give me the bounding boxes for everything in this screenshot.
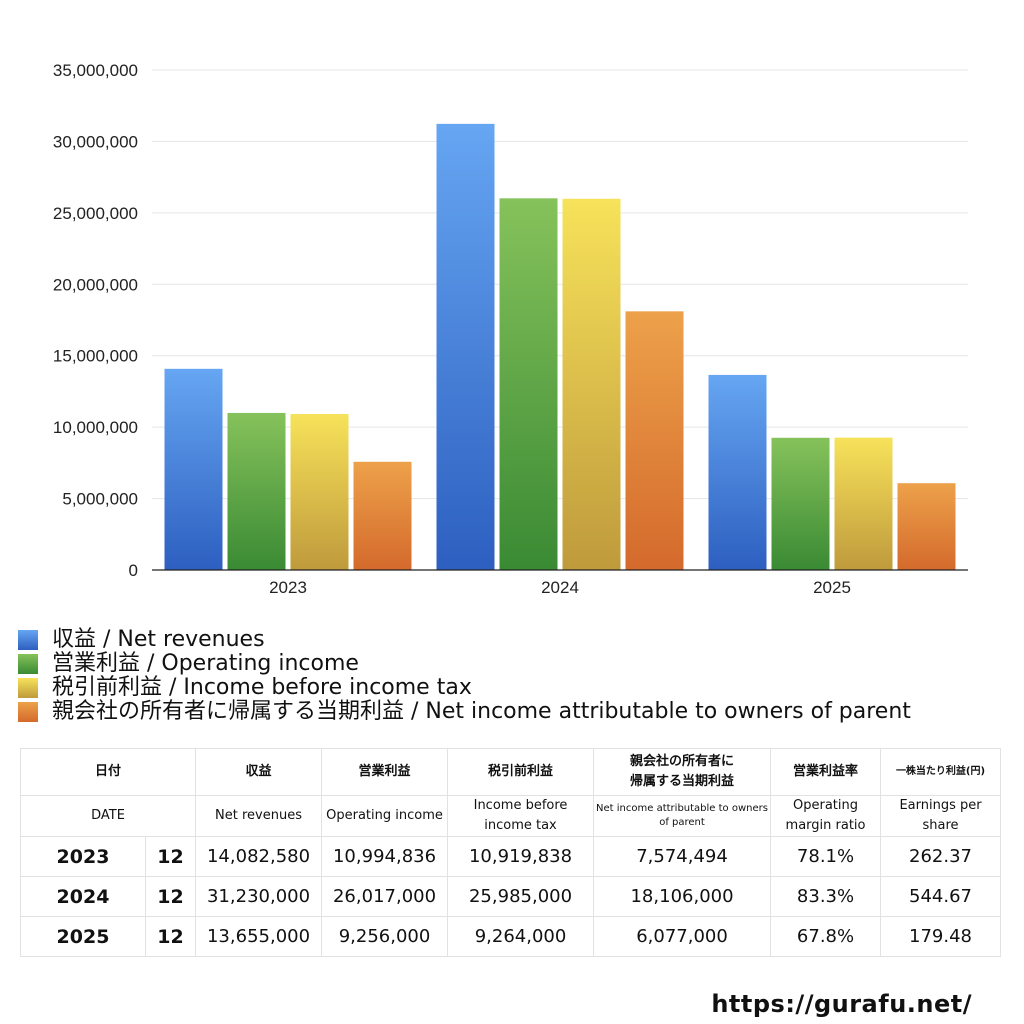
- bar-2024-series-2: [562, 198, 621, 571]
- bar-2023-series-2: [290, 414, 349, 570]
- chart-legend: 収益 / Net revenues 営業利益 / Operating incom…: [18, 628, 911, 724]
- cell-eps: 544.67: [880, 876, 1002, 917]
- legend-item-net-revenues: 収益 / Net revenues: [18, 628, 911, 652]
- legend-swatch-net-income: [18, 702, 38, 722]
- y-tick-label: 5,000,000: [62, 490, 138, 509]
- bar-chart: 0 5,000,000 10,000,000 15,000,000 20,000,000…: [53, 61, 968, 597]
- cell-year: 2023: [20, 836, 146, 877]
- cell-eps: 179.48: [880, 916, 1002, 957]
- cell-margin: 67.8%: [770, 916, 882, 957]
- subheader-net-revenues: Net revenues: [195, 795, 323, 837]
- subheader-operating-income: Operating income: [321, 795, 449, 837]
- legend-swatch-income-before-tax: [18, 678, 38, 698]
- subheader-date: DATE: [19, 795, 197, 837]
- bar-2023-series-3: [353, 461, 412, 570]
- legend-swatch-operating-income: [18, 654, 38, 674]
- cell-net-revenues: 31,230,000: [195, 876, 323, 917]
- cell-income-before-tax: 10,919,838: [447, 836, 595, 877]
- cell-month: 12: [144, 916, 197, 957]
- legend-item-income-before-tax: 税引前利益 / Income before income tax: [18, 676, 911, 700]
- header-date: 日付: [19, 748, 197, 796]
- header-operating-income: 営業利益: [321, 748, 449, 796]
- bar-2025-series-2: [834, 437, 893, 570]
- header-net-income-line2: 帰属する当期利益: [630, 774, 735, 789]
- legend-label: 税引前利益 / Income before income tax: [52, 675, 472, 700]
- legend-item-operating-income: 営業利益 / Operating income: [18, 652, 911, 676]
- cell-margin: 78.1%: [770, 836, 882, 877]
- cell-month: 12: [144, 836, 197, 877]
- y-tick-label: 25,000,000: [53, 204, 138, 223]
- y-tick-label: 35,000,000: [53, 61, 138, 80]
- bar-2024-series-0: [436, 123, 495, 570]
- subheader-net-income: Net income attributable to owners of par…: [593, 795, 772, 837]
- bar-2025-series-0: [708, 374, 767, 570]
- cell-margin: 83.3%: [770, 876, 882, 917]
- x-tick-label: 2025: [813, 578, 851, 597]
- y-tick-label: 0: [129, 561, 138, 580]
- cell-income-before-tax: 9,264,000: [447, 916, 595, 957]
- cell-net-income: 6,077,000: [593, 916, 772, 957]
- cell-operating-income: 10,994,836: [321, 836, 449, 877]
- cell-month: 12: [144, 876, 197, 917]
- table-subheader-row: DATE Net revenues Operating income Incom…: [19, 795, 1002, 837]
- table-row: 2023 12 14,082,580 10,994,836 10,919,838…: [20, 836, 1002, 877]
- cell-operating-income: 9,256,000: [321, 916, 449, 957]
- bar-2025-series-1: [771, 437, 830, 570]
- header-net-income: 親会社の所有者に 帰属する当期利益: [593, 748, 772, 796]
- legend-label: 親会社の所有者に帰属する当期利益 / Net income attributab…: [52, 699, 911, 724]
- y-tick-label: 15,000,000: [53, 347, 138, 366]
- bar-2024-series-3: [625, 311, 684, 570]
- y-tick-label: 30,000,000: [53, 132, 138, 151]
- table-row: 2025 12 13,655,000 9,256,000 9,264,000 6…: [20, 916, 1002, 957]
- table-row: 2024 12 31,230,000 26,017,000 25,985,000…: [20, 876, 1002, 917]
- cell-net-revenues: 14,082,580: [195, 836, 323, 877]
- cell-net-income: 18,106,000: [593, 876, 772, 917]
- cell-net-revenues: 13,655,000: [195, 916, 323, 957]
- legend-label: 営業利益 / Operating income: [52, 651, 359, 676]
- bar-2023-series-0: [164, 368, 223, 570]
- header-net-revenues: 収益: [195, 748, 323, 796]
- financial-table: 日付 収益 営業利益 税引前利益 親会社の所有者に 帰属する当期利益 営業利益率 …: [19, 748, 1002, 957]
- cell-year: 2024: [20, 876, 146, 917]
- cell-income-before-tax: 25,985,000: [447, 876, 595, 917]
- legend-label: 収益 / Net revenues: [52, 627, 265, 652]
- cell-eps: 262.37: [880, 836, 1002, 877]
- cell-operating-income: 26,017,000: [321, 876, 449, 917]
- cell-net-income: 7,574,494: [593, 836, 772, 877]
- table-header-row: 日付 収益 営業利益 税引前利益 親会社の所有者に 帰属する当期利益 営業利益率 …: [19, 748, 1002, 796]
- cell-year: 2025: [20, 916, 146, 957]
- header-income-before-tax: 税引前利益: [447, 748, 595, 796]
- header-net-income-line1: 親会社の所有者に: [630, 754, 735, 769]
- legend-swatch-net-revenues: [18, 630, 38, 650]
- subheader-eps: Earnings per share: [880, 795, 1002, 837]
- subheader-margin: Operating margin ratio: [770, 795, 882, 837]
- y-tick-label: 20,000,000: [53, 275, 138, 294]
- bar-2023-series-1: [227, 412, 286, 570]
- y-tick-label: 10,000,000: [53, 418, 138, 437]
- subheader-income-before-tax: Income before income tax: [447, 795, 595, 837]
- legend-item-net-income: 親会社の所有者に帰属する当期利益 / Net income attributab…: [18, 700, 911, 724]
- header-eps: 一株当たり利益(円): [880, 748, 1002, 796]
- x-tick-label: 2024: [541, 578, 579, 597]
- bar-2025-series-3: [897, 483, 956, 570]
- header-margin: 営業利益率: [770, 748, 882, 796]
- site-url[interactable]: https://gurafu.net/: [711, 990, 972, 1018]
- x-tick-label: 2023: [269, 578, 307, 597]
- bar-2024-series-1: [499, 198, 558, 571]
